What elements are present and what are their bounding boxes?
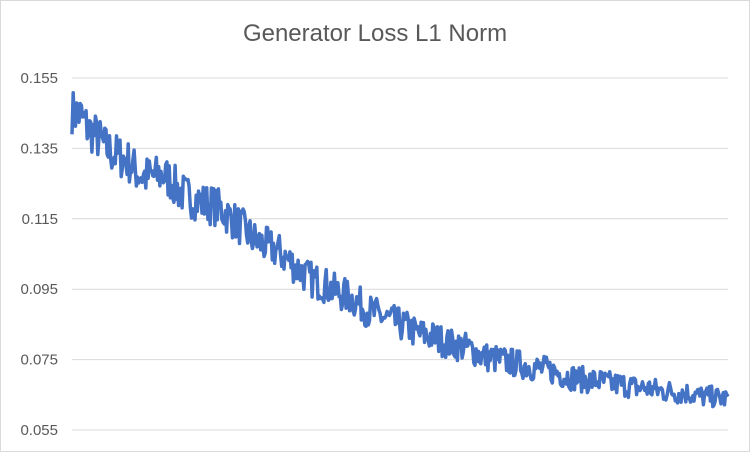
y-tick-label: 0.075 xyxy=(20,352,58,369)
y-tick-label: 0.055 xyxy=(20,422,58,439)
gridlines xyxy=(72,77,728,431)
y-tick-label: 0.135 xyxy=(20,140,58,157)
y-tick-label: 0.095 xyxy=(20,281,58,298)
chart-title: Generator Loss L1 Norm xyxy=(242,20,508,47)
y-tick-label: 0.155 xyxy=(20,70,58,87)
series-layer xyxy=(70,90,730,409)
y-axis-ticks: 0.155 0.135 0.115 0.095 0.075 0.055 xyxy=(20,70,58,439)
y-tick-label: 0.115 xyxy=(22,211,58,228)
series-line xyxy=(70,90,730,409)
